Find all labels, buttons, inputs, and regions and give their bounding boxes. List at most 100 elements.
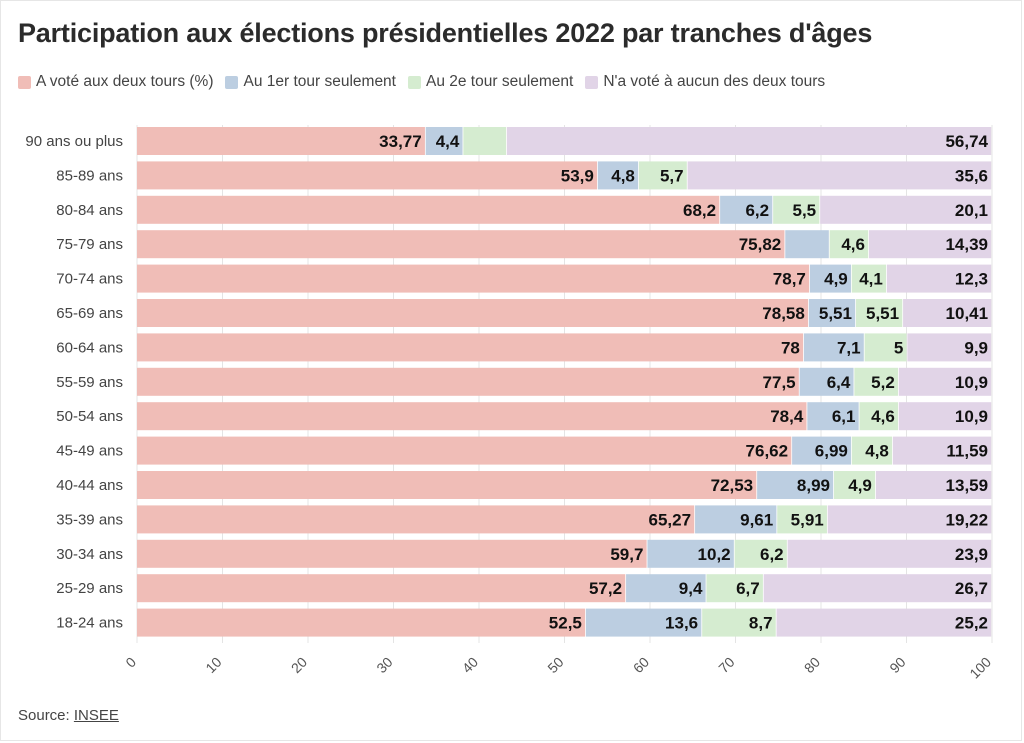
legend-swatch-both (18, 75, 31, 89)
bar-none (903, 299, 992, 327)
bar-none (787, 539, 992, 568)
bar-both (137, 505, 695, 534)
data-label-none: 13,59 (946, 476, 989, 495)
chart-plot: 90 ans ou plus 33,77 4,4 56,74 85-89 ans 53,9… (25, 125, 994, 682)
data-label-both: 78,4 (770, 407, 804, 426)
bar-both (137, 333, 804, 362)
data-label-second_only: 4,6 (841, 235, 865, 254)
data-label-none: 20,1 (955, 201, 988, 220)
data-label-second_only: 4,8 (865, 442, 889, 461)
category-label: 30-34 ans (56, 546, 123, 563)
data-label-first_only: 9,4 (679, 579, 703, 598)
bar-first_only (809, 264, 851, 293)
bar-second_only (829, 230, 869, 259)
x-tick-label: 0 (122, 654, 139, 671)
legend-swatch-none (585, 75, 599, 89)
bar-first_only (808, 299, 856, 327)
bar-first_only (626, 574, 706, 603)
bar-none (763, 574, 992, 603)
data-label-first_only: 10,2 (698, 545, 731, 564)
bar-both (137, 436, 792, 465)
data-label-both: 77,5 (763, 373, 796, 392)
bar-none (892, 436, 992, 465)
data-label-first_only: 6,4 (827, 373, 851, 392)
category-label: 35-39 ans (56, 511, 123, 528)
bar-both (137, 367, 799, 396)
data-label-none: 19,22 (946, 510, 989, 529)
data-label-second_only: 8,7 (749, 614, 773, 633)
source-note: Source: INSEE (18, 707, 119, 724)
source-link[interactable]: INSEE (73, 707, 119, 724)
bar-both (137, 471, 757, 499)
bar-both (137, 608, 586, 637)
bar-none (820, 195, 992, 224)
bar-second_only (702, 608, 776, 637)
data-label-none: 12,3 (955, 270, 988, 289)
data-label-second_only: 6,7 (736, 579, 760, 598)
category-label: 90 ans ou plus (25, 133, 123, 150)
x-tick-label: 90 (886, 654, 908, 676)
data-label-none: 9,9 (964, 338, 988, 357)
source-label: Source: (18, 707, 70, 724)
bar-second_only (463, 127, 507, 155)
data-label-both: 59,7 (610, 545, 643, 564)
bar-first_only (785, 230, 829, 259)
data-label-second_only: 5,51 (866, 304, 899, 323)
bar-second_only (777, 505, 827, 534)
category-label: 55-59 ans (56, 374, 123, 391)
data-label-first_only: 9,61 (740, 510, 773, 529)
bar-first_only (807, 402, 859, 431)
legend-label-both: A voté aux deux tours (%) (36, 73, 214, 90)
data-label-both: 33,77 (379, 132, 422, 151)
bar-first_only (757, 471, 834, 499)
category-label: 70-74 ans (56, 271, 123, 288)
bar-first_only (425, 127, 463, 155)
bar-second_only (773, 195, 820, 224)
category-label: 40-44 ans (56, 477, 123, 494)
bar-first_only (647, 539, 734, 568)
bar-both (137, 230, 785, 259)
data-label-both: 78,58 (762, 304, 805, 323)
x-tick-label: 30 (373, 654, 395, 676)
legend-item-second_only[interactable]: Au 2e tour seulement (408, 73, 573, 91)
bar-both (137, 127, 425, 155)
data-label-second_only: 4,9 (848, 476, 872, 495)
bar-first_only (803, 333, 864, 362)
legend-item-both[interactable]: A voté aux deux tours (%) (18, 73, 213, 91)
data-label-none: 23,9 (955, 545, 988, 564)
bar-both (137, 195, 720, 224)
data-label-second_only: 5,91 (791, 510, 824, 529)
data-label-first_only: 6,99 (815, 442, 848, 461)
data-label-none: 10,9 (955, 373, 988, 392)
data-label-none: 25,2 (955, 614, 988, 633)
bar-second_only (855, 299, 903, 327)
bar-none (907, 333, 992, 362)
chart-title: Participation aux élections présidentiel… (18, 18, 873, 48)
legend-item-first_only[interactable]: Au 1er tour seulement (225, 73, 396, 91)
category-label: 60-64 ans (56, 339, 123, 356)
legend: A voté aux deux tours (%) Au 1er tour seu… (18, 73, 837, 91)
legend-swatch-second_only (408, 75, 421, 89)
data-label-none: 11,59 (946, 442, 988, 461)
category-label: 65-69 ans (56, 305, 123, 322)
bar-none (875, 471, 992, 499)
data-label-second_only: 5,7 (660, 166, 684, 185)
category-label: 80-84 ans (56, 202, 123, 219)
data-label-second_only: 6,2 (760, 545, 784, 564)
category-label: 50-54 ans (56, 408, 123, 425)
legend-swatch-first_only (225, 75, 239, 89)
data-label-both: 72,53 (711, 476, 754, 495)
bar-both (137, 161, 598, 190)
bar-none (898, 402, 992, 431)
data-label-both: 65,27 (649, 510, 692, 529)
bar-first_only (799, 367, 854, 396)
data-label-first_only: 13,6 (665, 614, 698, 633)
data-label-none: 10,9 (955, 407, 988, 426)
x-tick-label: 80 (801, 654, 823, 676)
bar-both (137, 574, 626, 603)
bar-both (137, 539, 647, 568)
x-tick-label: 60 (630, 654, 652, 676)
legend-item-none[interactable]: N'a voté à aucun des deux tours (585, 73, 825, 91)
category-label: 45-49 ans (56, 443, 123, 460)
bar-both (137, 264, 810, 293)
